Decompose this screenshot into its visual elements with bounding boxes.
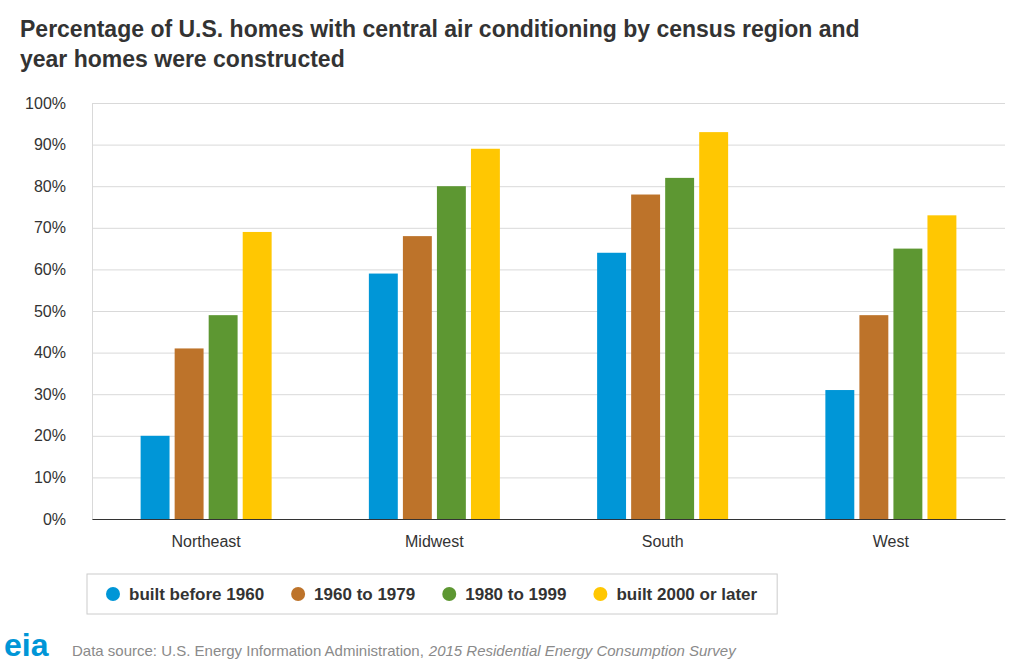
bar [369,274,398,519]
bars [141,132,957,519]
x-tick-label: South [642,533,684,550]
bar [927,215,956,519]
y-tick-label: 90% [34,136,66,153]
chart-root: Percentage of U.S. homes with central ai… [0,0,1024,666]
bar [665,178,694,519]
y-tick-label: 50% [34,303,66,320]
bar [243,232,272,519]
y-tick-label: 40% [34,344,66,361]
bar [631,195,660,519]
bar [859,315,888,519]
grid-line [92,103,1005,104]
y-axis: 0% 10% 20% 30% 40% 50% 60% 70% 80% 90% 100% [25,95,1005,528]
grid-line [92,269,1005,270]
bar [699,132,728,519]
y-tick: 90% [34,136,1005,153]
bar [403,236,432,519]
x-tick-label: Northeast [171,533,241,550]
grid-line [92,186,1005,187]
x-tick-label: Midwest [405,533,464,550]
grid-line [92,145,1005,146]
y-tick: 100% [25,95,1005,112]
y-tick-label: 60% [34,261,66,278]
legend-swatch [291,587,305,601]
grid-line [92,228,1005,229]
logo: eia [4,627,49,663]
legend: built before 1960 1960 to 1979 1980 to 199… [87,574,777,614]
bar [141,436,170,519]
y-tick: 60% [34,261,1005,278]
grid-line [92,519,1005,520]
legend-box [87,574,777,614]
y-tick: 80% [34,178,1005,195]
x-tick: Midwest [405,519,464,550]
y-tick-label: 100% [25,95,66,112]
source-text: Data source: U.S. Energy Information Adm… [72,642,424,659]
title: Percentage of U.S. homes with central ai… [20,14,900,74]
bar [893,249,922,519]
y-tick-label: 30% [34,386,66,403]
bar [597,253,626,519]
legend-swatch [442,587,456,601]
legend-label: built 2000 or later [616,585,757,604]
legend-label: built before 1960 [129,585,264,604]
legend-label: 1980 to 1999 [465,585,566,604]
bar [437,186,466,519]
y-tick-label: 80% [34,178,66,195]
x-tick-label: West [873,533,910,550]
x-tick: West [873,519,910,550]
y-tick-label: 10% [34,469,66,486]
source-text: 2015 Residential Energy Consumption Surv… [428,642,737,659]
chart-svg: 0% 10% 20% 30% 40% 50% 60% 70% 80% 90% 100% Northea… [0,0,1024,666]
x-axis-line [93,519,1006,520]
y-axis-line [93,104,1006,520]
y-tick-label: 20% [34,427,66,444]
bar [175,348,204,519]
x-tick: South [642,519,684,550]
x-tick: Northeast [171,519,241,550]
grid-line [92,311,1005,312]
bar [471,149,500,519]
legend-swatch [106,587,120,601]
y-tick: 70% [34,219,1005,236]
legend-swatch [593,587,607,601]
bar [209,315,238,519]
x-axis: Northeast Midwest South West [93,519,1006,550]
y-tick: 50% [34,303,1005,320]
bar [825,390,854,519]
y-tick-label: 70% [34,219,66,236]
legend-label: 1960 to 1979 [314,585,415,604]
y-tick-label: 0% [43,511,66,528]
